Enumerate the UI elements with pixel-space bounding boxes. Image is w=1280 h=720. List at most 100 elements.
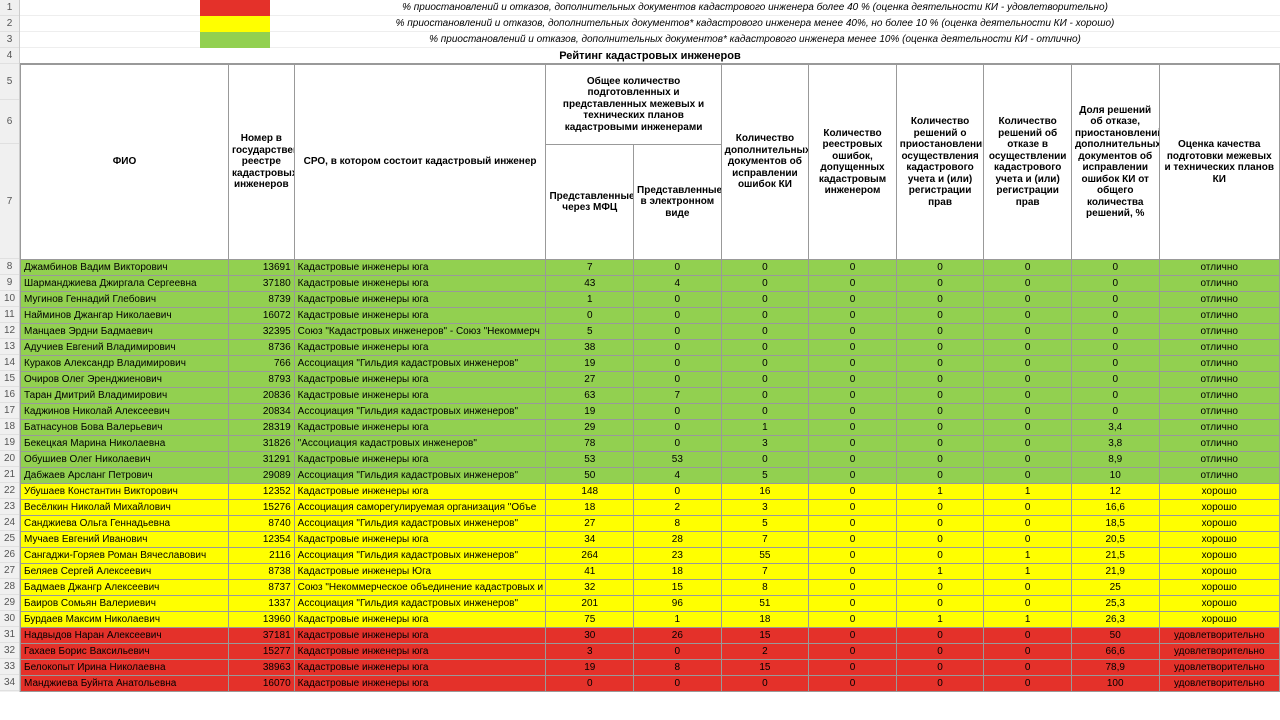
cell[interactable]: 3,4 (1071, 420, 1159, 436)
cell[interactable]: 0 (721, 676, 809, 692)
cell[interactable]: 0 (984, 500, 1072, 516)
cell[interactable]: 18,5 (1071, 516, 1159, 532)
cell[interactable]: 28 (634, 532, 722, 548)
cell[interactable]: 7 (721, 532, 809, 548)
cell[interactable]: 201 (546, 596, 634, 612)
cell[interactable]: 51 (721, 596, 809, 612)
cell[interactable]: 100 (1071, 676, 1159, 692)
cell[interactable]: 0 (809, 628, 897, 644)
cell[interactable]: отлично (1159, 260, 1279, 276)
row-number[interactable]: 32 (0, 643, 19, 659)
cell[interactable]: 0 (809, 468, 897, 484)
cell[interactable]: 0 (984, 356, 1072, 372)
cell[interactable]: 2 (634, 500, 722, 516)
cell[interactable]: 7 (721, 564, 809, 580)
cell[interactable]: 18 (634, 564, 722, 580)
cell[interactable]: 0 (984, 324, 1072, 340)
cell[interactable]: Кадастровые инженеры юга (294, 452, 546, 468)
cell[interactable]: 53 (546, 452, 634, 468)
cell[interactable]: Кадастровые инженеры юга (294, 260, 546, 276)
cell[interactable]: 0 (984, 660, 1072, 676)
cell[interactable]: 96 (634, 596, 722, 612)
cell[interactable]: 0 (984, 308, 1072, 324)
cell[interactable]: отлично (1159, 404, 1279, 420)
cell[interactable]: 0 (809, 548, 897, 564)
cell[interactable]: 31291 (229, 452, 295, 468)
cell[interactable]: Кураков Александр Владимирович (21, 356, 229, 372)
cell[interactable]: удовлетворительно (1159, 676, 1279, 692)
cell[interactable]: хорошо (1159, 564, 1279, 580)
cell[interactable]: 66,6 (1071, 644, 1159, 660)
cell[interactable]: отлично (1159, 372, 1279, 388)
cell[interactable]: хорошо (1159, 500, 1279, 516)
cell[interactable]: хорошо (1159, 484, 1279, 500)
cell[interactable]: Бадмаев Джангр Алексеевич (21, 580, 229, 596)
cell[interactable]: Беляев Сергей Алексеевич (21, 564, 229, 580)
row-number[interactable]: 21 (0, 467, 19, 483)
cell[interactable]: 0 (634, 324, 722, 340)
cell[interactable]: 0 (984, 404, 1072, 420)
cell[interactable]: 0 (809, 420, 897, 436)
cell[interactable]: 0 (896, 404, 984, 420)
row-number[interactable]: 26 (0, 547, 19, 563)
cell[interactable]: Кадастровые инженеры юга (294, 612, 546, 628)
cell[interactable]: 0 (1071, 356, 1159, 372)
row-number[interactable]: 34 (0, 675, 19, 691)
cell[interactable]: 0 (896, 628, 984, 644)
cell[interactable]: Джамбинов Вадим Викторович (21, 260, 229, 276)
cell[interactable]: 1 (984, 564, 1072, 580)
row-number[interactable]: 10 (0, 291, 19, 307)
cell[interactable]: 0 (896, 372, 984, 388)
cell[interactable]: 0 (984, 516, 1072, 532)
cell[interactable]: 50 (546, 468, 634, 484)
row-number[interactable]: 25 (0, 531, 19, 547)
cell[interactable]: 0 (634, 484, 722, 500)
row-number[interactable]: 15 (0, 371, 19, 387)
cell[interactable]: 28319 (229, 420, 295, 436)
row-number[interactable]: 29 (0, 595, 19, 611)
cell[interactable]: 0 (896, 388, 984, 404)
row-number[interactable]: 11 (0, 307, 19, 323)
cell[interactable]: Дабжаев Арсланг Петрович (21, 468, 229, 484)
cell[interactable]: 3 (721, 436, 809, 452)
cell[interactable]: хорошо (1159, 596, 1279, 612)
cell[interactable]: Адучиев Евгений Владимирович (21, 340, 229, 356)
cell[interactable]: Манджиева Буйнта Анатольевна (21, 676, 229, 692)
cell[interactable]: 0 (809, 484, 897, 500)
cell[interactable]: 0 (809, 516, 897, 532)
cell[interactable]: 3 (546, 644, 634, 660)
cell[interactable]: 41 (546, 564, 634, 580)
cell[interactable]: хорошо (1159, 612, 1279, 628)
cell[interactable]: 0 (809, 644, 897, 660)
cell[interactable]: Надвыдов Наран Алексеевич (21, 628, 229, 644)
cell[interactable]: 0 (984, 260, 1072, 276)
cell[interactable]: 0 (896, 676, 984, 692)
cell[interactable]: Ассоциация саморегулируемая организация … (294, 500, 546, 516)
cell[interactable]: 0 (634, 340, 722, 356)
cell[interactable]: Кадастровые инженеры юга (294, 276, 546, 292)
cell[interactable]: 0 (809, 388, 897, 404)
cell[interactable]: 0 (809, 372, 897, 388)
cell[interactable]: 12352 (229, 484, 295, 500)
cell[interactable]: 0 (896, 596, 984, 612)
cell[interactable]: 23 (634, 548, 722, 564)
row-number[interactable]: 14 (0, 355, 19, 371)
cell[interactable]: 0 (809, 276, 897, 292)
cell[interactable]: Бурдаев Максим Николаевич (21, 612, 229, 628)
cell[interactable]: 26,3 (1071, 612, 1159, 628)
cell[interactable]: 0 (809, 596, 897, 612)
cell[interactable]: 0 (896, 340, 984, 356)
cell[interactable]: 0 (984, 532, 1072, 548)
cell[interactable]: 0 (1071, 260, 1159, 276)
cell[interactable]: 0 (896, 276, 984, 292)
cell[interactable]: 0 (634, 436, 722, 452)
cell[interactable]: 0 (896, 292, 984, 308)
cell[interactable]: 0 (984, 436, 1072, 452)
cell[interactable]: Очиров Олег Эренджиенович (21, 372, 229, 388)
cell[interactable]: 8 (634, 660, 722, 676)
cell[interactable]: 0 (1071, 404, 1159, 420)
cell[interactable]: 16070 (229, 676, 295, 692)
cell[interactable]: 0 (809, 500, 897, 516)
cell[interactable]: Ассоциация "Гильдия кадастровых инженеро… (294, 468, 546, 484)
cell[interactable]: отлично (1159, 292, 1279, 308)
